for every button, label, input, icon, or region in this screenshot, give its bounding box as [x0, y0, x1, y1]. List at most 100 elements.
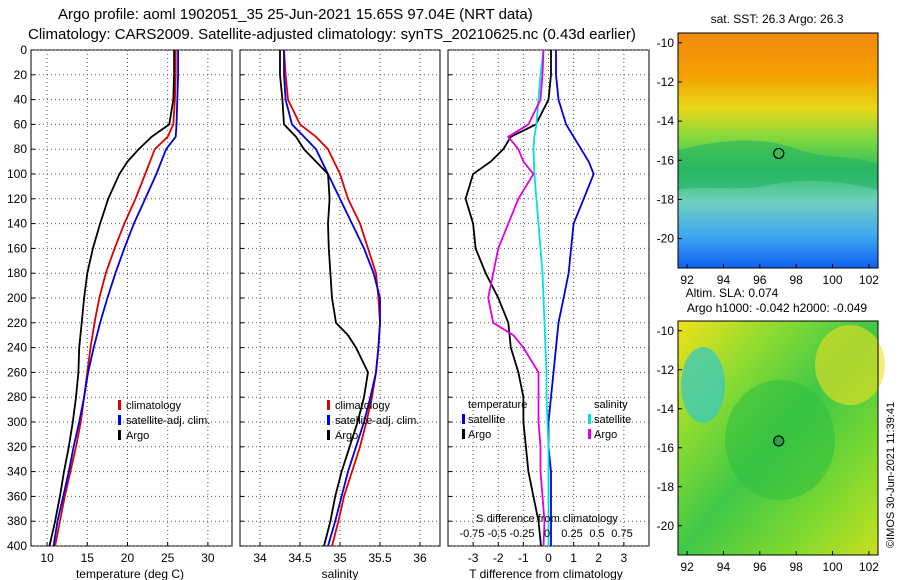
legend-sal-satellite-swatch	[588, 414, 591, 424]
y-tick-label: 200	[7, 291, 27, 305]
y-tick-label: 220	[7, 316, 27, 330]
map-y-tick-label: -20	[657, 519, 675, 533]
map-y-tick-label: -12	[657, 363, 675, 377]
map-x-tick-label: 94	[717, 273, 731, 287]
x-tick-label: 34.5	[288, 551, 312, 565]
y-tick-label: 0	[20, 43, 27, 57]
legend-sal-satellite-label: satellite	[594, 414, 631, 426]
y-tick-label: 100	[7, 167, 27, 181]
y-tick-label: 80	[14, 142, 28, 156]
y-tick-label: 20	[14, 68, 28, 82]
salinity-panel: 34 34.5 35 35.5 36 salinity climatology sate…	[239, 49, 441, 580]
legend-argo-label: Argo	[335, 430, 358, 442]
x-tick-label: 35	[333, 551, 347, 565]
sla-yellow-patch	[815, 325, 885, 405]
sla-map-frame	[677, 320, 879, 556]
x-tick-label: -2	[493, 551, 504, 565]
x-tick-label: 35.5	[368, 551, 392, 565]
figure-title-line-1: Argo profile: aoml 1902051_35 25-Jun-202…	[58, 6, 533, 23]
map-x-tick-label: 98	[790, 560, 804, 574]
sla-map-title: Altim. SLA: 0.074	[686, 286, 779, 300]
map-x-tick-label: 102	[859, 273, 879, 287]
legend-satellite-swatch	[118, 415, 121, 425]
y-tick-label: 400	[7, 539, 27, 553]
map-y-tick-label: -18	[657, 480, 675, 494]
y-tick-label: 120	[7, 192, 27, 206]
series-line-salinity-argo	[487, 49, 546, 547]
legend-argo-swatch	[327, 430, 330, 440]
map-x-tick-label: 102	[859, 560, 879, 574]
difference-top-axis-label: S difference from climatology	[476, 513, 618, 525]
map-x-tick-label: 94	[717, 560, 731, 574]
legend-temp-satellite-swatch	[462, 414, 465, 424]
map-x-tick-label: 96	[753, 560, 767, 574]
y-tick-label: 380	[7, 514, 27, 528]
sst-green-band	[678, 140, 878, 190]
y-tick-label: 240	[7, 341, 27, 355]
top-tick-5: 0.25	[561, 528, 582, 540]
x-tick-label: -1	[518, 551, 529, 565]
x-tick-label: 10	[40, 551, 54, 565]
difference-top-axis-ticks: -0.75 -0.5 -0.25 0 0.25 0.5 0.75	[459, 528, 632, 540]
map-x-tick-label: 98	[790, 273, 804, 287]
difference-x-label: T difference from climatology	[469, 567, 623, 580]
temperature-panel: 0 20 40 60 80 100 120 140 160 180 200 220 240 260 280 3…	[7, 43, 233, 580]
x-tick-label: 30	[201, 551, 215, 565]
sst-map-frame	[677, 32, 879, 269]
temperature-x-label: temperature (deg C)	[76, 567, 184, 580]
legend-salinity-title: salinity	[594, 399, 628, 411]
y-tick-label: 340	[7, 465, 27, 479]
legend-temp-argo-label: Argo	[468, 429, 491, 441]
legend-climatology-label: climatology	[126, 400, 182, 412]
top-tick-1: -0.75	[459, 528, 484, 540]
y-tick-label: 60	[14, 117, 28, 131]
figure-title-line-2: Climatology: CARS2009. Satellite-adjuste…	[28, 26, 636, 43]
legend-temp-argo-swatch	[462, 429, 465, 439]
difference-panel: -3 -2 -1 0 1 2 3 T difference from climatology…	[447, 49, 650, 580]
x-tick-label: 0	[545, 551, 552, 565]
map-x-tick-label: 100	[823, 273, 843, 287]
x-tick-label: 36	[413, 551, 427, 565]
imos-timestamp: ©IMOS 30-Jun-2021 11:39:41	[885, 402, 897, 548]
x-tick-label: 34	[253, 551, 267, 565]
top-tick-6: 0.5	[589, 528, 604, 540]
x-tick-label: 1	[570, 551, 577, 565]
legend-climatology-swatch	[327, 400, 330, 410]
top-tick-7: 0.75	[611, 528, 632, 540]
legend-temp-satellite-label: satellite	[468, 414, 505, 426]
legend-argo-swatch	[118, 430, 121, 440]
legend-climatology-label: climatology	[335, 400, 391, 412]
y-tick-label: 320	[7, 440, 27, 454]
sla-map-subtitle: Argo h1000: -0.042 h2000: -0.049	[687, 301, 867, 315]
series-line-climatology	[54, 50, 177, 547]
y-tick-label: 140	[7, 217, 27, 231]
map-y-tick-label: -14	[657, 114, 675, 128]
series-line-temperature-argo	[464, 50, 552, 547]
y-tick-label: 300	[7, 415, 27, 429]
sla-map-panel: Altim. SLA: 0.074 Argo h1000: -0.042 h20…	[657, 286, 885, 574]
map-y-tick-label: -16	[657, 153, 675, 167]
x-tick-label: 25	[161, 551, 175, 565]
y-tick-label: 180	[7, 266, 27, 280]
legend-satellite-label: satellite-adj. clim.	[126, 415, 210, 427]
sst-map-panel: sat. SST: 26.3 Argo: 26.3 92 94 96 98 100 102…	[657, 12, 880, 287]
top-tick-3: -0.25	[509, 528, 534, 540]
legend-argo-label: Argo	[126, 430, 149, 442]
map-x-tick-label: 92	[680, 560, 694, 574]
y-tick-label: 260	[7, 365, 27, 379]
map-y-tick-label: -12	[657, 75, 675, 89]
map-y-tick-label: -18	[657, 192, 675, 206]
x-tick-label: 3	[621, 551, 628, 565]
legend-temperature-title: temperature	[468, 399, 527, 411]
x-tick-label: 15	[81, 551, 95, 565]
x-tick-label: 2	[595, 551, 602, 565]
map-x-tick-label: 92	[680, 273, 694, 287]
series-line-argo	[48, 50, 176, 547]
y-tick-label: 160	[7, 241, 27, 255]
map-y-tick-label: -20	[657, 232, 675, 246]
top-tick-4: 0	[544, 528, 550, 540]
map-y-tick-label: -10	[657, 324, 675, 338]
x-tick-label: -3	[468, 551, 479, 565]
difference-legend: temperature satellite Argo salinity sate…	[462, 399, 631, 441]
